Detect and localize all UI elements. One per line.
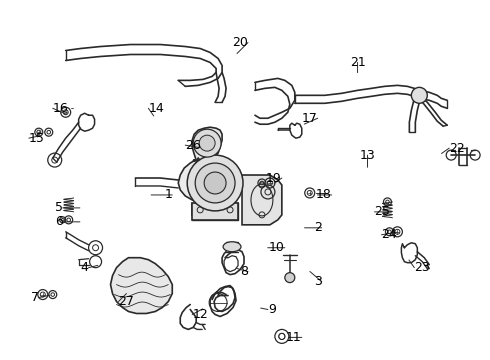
- Text: 6: 6: [55, 215, 63, 228]
- Text: 8: 8: [240, 265, 248, 278]
- Text: 16: 16: [53, 102, 69, 115]
- Text: 9: 9: [268, 303, 276, 316]
- Polygon shape: [242, 175, 282, 225]
- Text: 27: 27: [119, 295, 134, 308]
- Circle shape: [199, 135, 215, 151]
- Text: 10: 10: [269, 241, 285, 254]
- Circle shape: [204, 172, 226, 194]
- Text: 12: 12: [192, 308, 208, 321]
- Text: 4: 4: [81, 261, 89, 274]
- Circle shape: [412, 87, 427, 103]
- Text: 11: 11: [286, 331, 302, 344]
- Text: 5: 5: [55, 201, 63, 215]
- Circle shape: [285, 273, 295, 283]
- Text: 19: 19: [266, 171, 282, 185]
- Ellipse shape: [223, 242, 241, 252]
- Text: 22: 22: [449, 141, 465, 155]
- Text: 18: 18: [316, 188, 332, 202]
- Text: 17: 17: [302, 112, 318, 125]
- Polygon shape: [111, 258, 172, 314]
- Text: 14: 14: [148, 102, 164, 115]
- Text: 23: 23: [415, 261, 430, 274]
- Polygon shape: [192, 127, 222, 160]
- Polygon shape: [178, 159, 242, 204]
- Text: 13: 13: [360, 149, 375, 162]
- Text: 25: 25: [374, 205, 391, 219]
- Text: 24: 24: [382, 228, 397, 241]
- Text: 21: 21: [350, 56, 366, 69]
- Text: 3: 3: [314, 275, 322, 288]
- Circle shape: [187, 155, 243, 211]
- Text: 1: 1: [165, 188, 172, 202]
- Text: 20: 20: [232, 36, 248, 49]
- Circle shape: [193, 129, 221, 157]
- Polygon shape: [192, 203, 238, 220]
- Text: 26: 26: [185, 139, 201, 152]
- Circle shape: [195, 163, 235, 203]
- Text: 15: 15: [29, 132, 45, 145]
- Text: 7: 7: [31, 291, 39, 304]
- Text: 2: 2: [314, 221, 322, 234]
